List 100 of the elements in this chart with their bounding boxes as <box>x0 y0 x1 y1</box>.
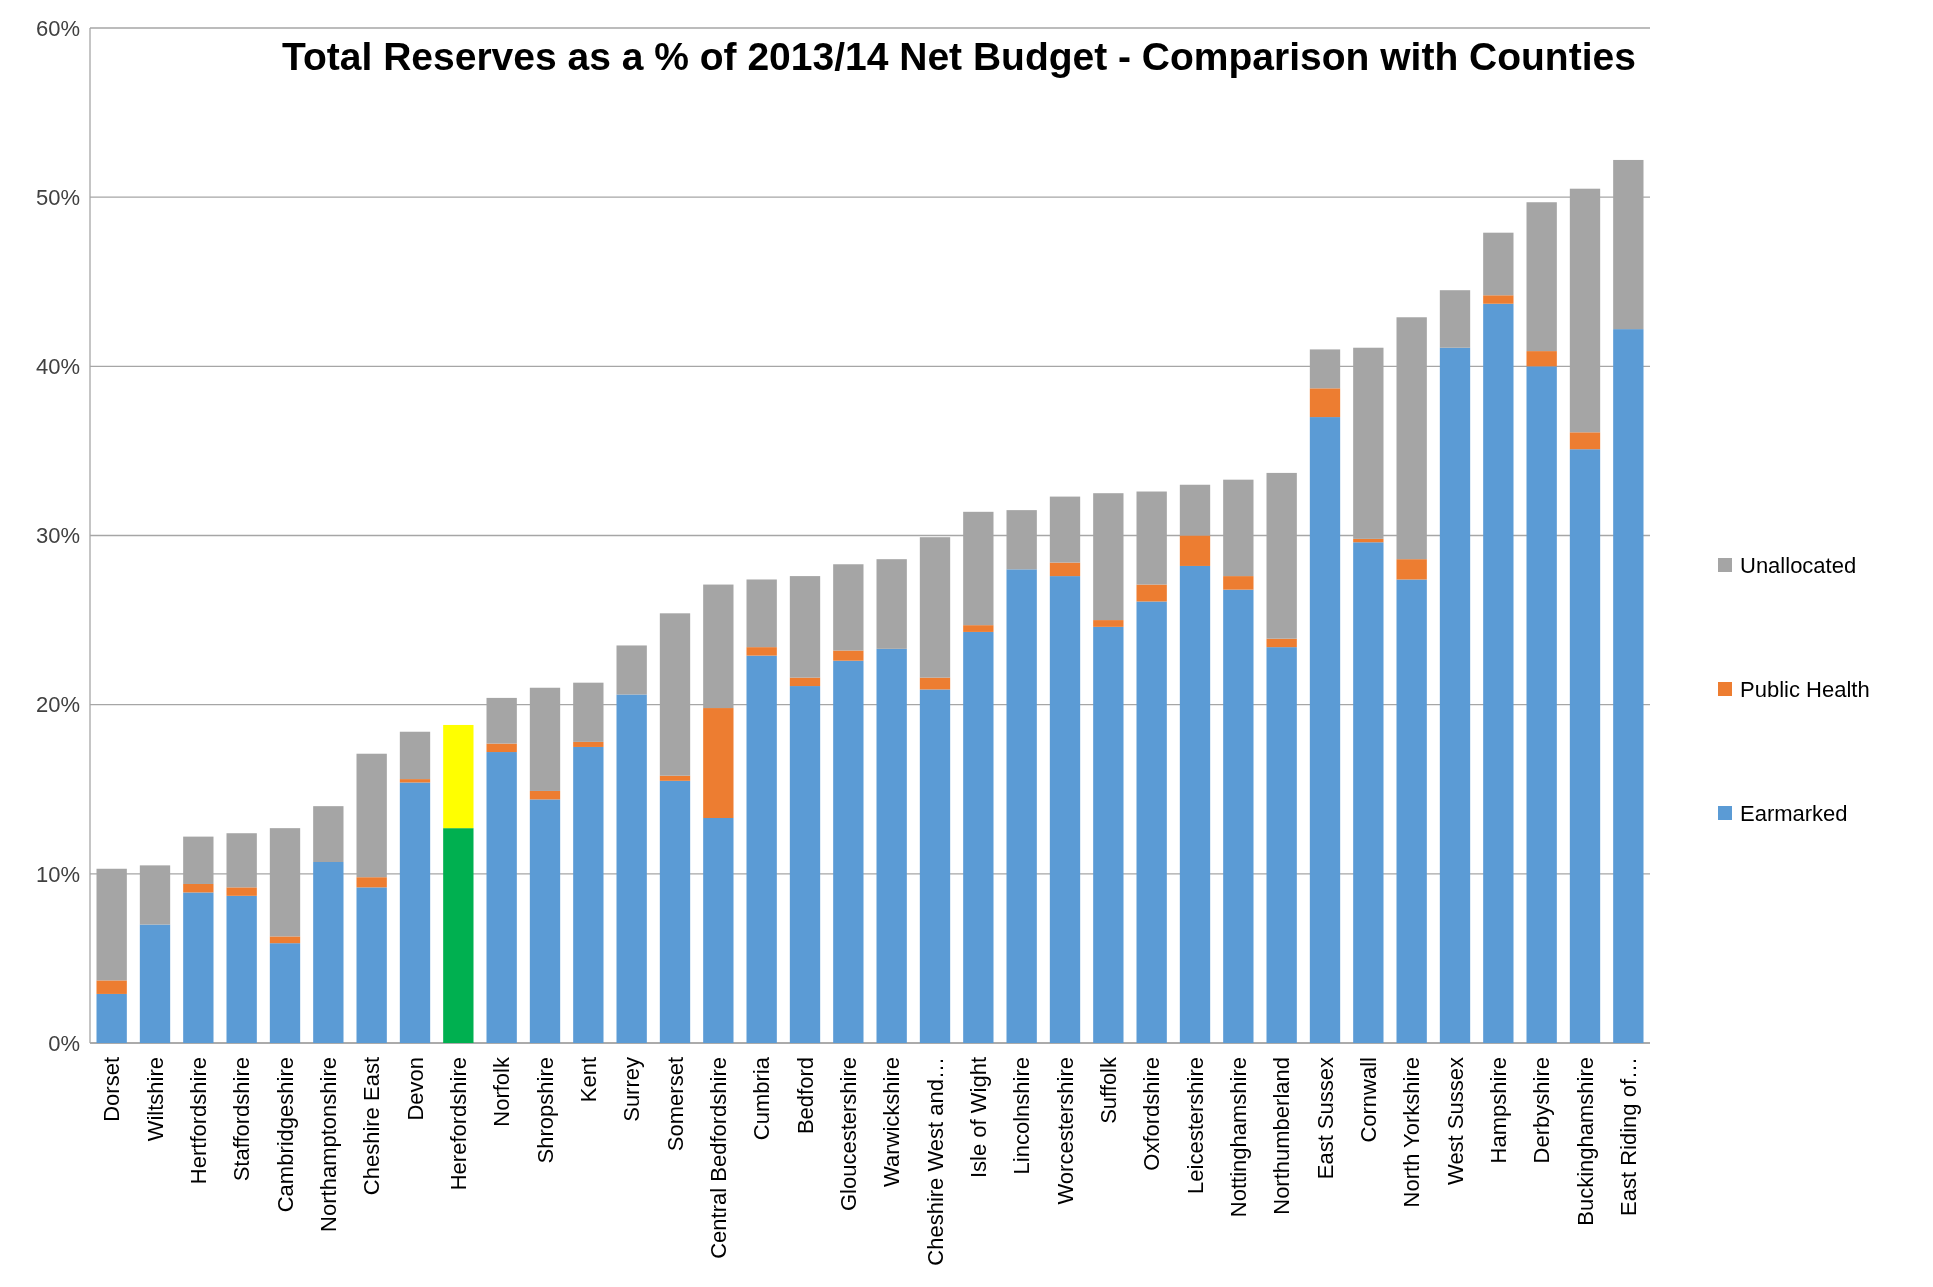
bar <box>1049 576 1081 1043</box>
bar <box>1223 589 1254 1043</box>
bar <box>703 708 734 819</box>
bar <box>1613 329 1644 1043</box>
bar <box>1396 559 1427 580</box>
bar <box>1136 584 1167 602</box>
bar <box>313 861 344 1043</box>
bar <box>1309 417 1341 1043</box>
bar <box>1569 432 1601 450</box>
bar <box>1179 535 1211 566</box>
bar <box>1439 290 1471 348</box>
y-tick-label: 30% <box>35 523 80 549</box>
bar <box>963 625 994 632</box>
legend-label: Public Health <box>1740 676 1870 702</box>
x-tick-label: Northumberland <box>1269 1057 1295 1215</box>
bar <box>1266 647 1297 1043</box>
bar <box>96 993 127 1043</box>
bar <box>659 780 691 1043</box>
x-tick-label: East Riding of… <box>1616 1057 1642 1216</box>
x-tick-label: Derbyshire <box>1529 1057 1555 1164</box>
x-tick-label: Warwickshire <box>879 1057 905 1187</box>
bar <box>443 828 474 1043</box>
bar <box>833 650 864 661</box>
y-tick-label: 60% <box>35 15 80 41</box>
bar <box>876 648 907 1043</box>
x-tick-label: Dorset <box>99 1057 125 1122</box>
x-tick-label: Cambridgeshire <box>272 1057 298 1213</box>
bar <box>703 818 734 1043</box>
y-tick-label: 50% <box>35 184 80 210</box>
bar <box>313 806 344 862</box>
x-tick-label: Herefordshire <box>446 1057 472 1191</box>
bar <box>1266 638 1297 648</box>
bar <box>1093 620 1124 627</box>
x-tick-label: Surrey <box>619 1057 645 1122</box>
x-tick-label: Buckinghamshire <box>1572 1057 1598 1226</box>
bar <box>919 677 951 690</box>
bar <box>746 647 777 656</box>
bar <box>1353 542 1384 1043</box>
bar <box>486 743 517 753</box>
x-tick-label: Hampshire <box>1486 1057 1512 1164</box>
x-tick-label: Hertfordshire <box>186 1057 212 1185</box>
bar <box>789 677 821 687</box>
x-tick-label: Oxfordshire <box>1139 1057 1165 1171</box>
x-tick-label: Devon <box>402 1057 428 1121</box>
bar <box>616 645 647 695</box>
bar <box>269 943 301 1043</box>
bar <box>96 980 127 994</box>
x-tick-label: Kent <box>576 1057 602 1103</box>
legend-label: Earmarked <box>1740 800 1848 826</box>
chart-title: Total Reserves as a % of 2013/14 Net Budget - Comparison with Counties <box>282 35 1636 78</box>
bar <box>356 887 387 1043</box>
bar <box>746 655 777 1043</box>
bar <box>1483 303 1514 1043</box>
y-tick-label: 0% <box>48 1030 80 1056</box>
bar <box>833 564 864 651</box>
bar <box>1093 626 1124 1043</box>
bar <box>1483 295 1514 304</box>
x-tick-label: Cheshire West and… <box>922 1057 948 1266</box>
x-tick-label: Cheshire East <box>359 1057 385 1196</box>
bar <box>183 892 214 1043</box>
bar <box>1526 351 1557 367</box>
bar <box>269 936 301 944</box>
y-tick-label: 40% <box>35 354 80 380</box>
bar <box>1353 538 1384 543</box>
x-tick-label: Shropshire <box>532 1057 558 1164</box>
x-tick-label: Staffordshire <box>229 1057 255 1182</box>
x-tick-label: East Sussex <box>1312 1057 1338 1180</box>
x-tick-label: Gloucestershire <box>836 1057 862 1212</box>
bar <box>789 686 821 1043</box>
bar <box>486 752 517 1043</box>
bar <box>1569 449 1601 1043</box>
x-tick-label: Somerset <box>662 1057 688 1152</box>
x-tick-label: Northamptonshire <box>316 1057 342 1232</box>
bar <box>746 579 777 648</box>
x-tick-label: Cornwall <box>1356 1057 1382 1143</box>
y-tick-label: 10% <box>35 861 80 887</box>
bar <box>1526 366 1557 1043</box>
x-tick-label: Worcestershire <box>1052 1057 1078 1205</box>
bar <box>1396 579 1427 1043</box>
bar <box>356 877 387 888</box>
x-tick-label: West Sussex <box>1442 1057 1468 1185</box>
bar <box>183 883 214 893</box>
bar <box>139 924 171 1043</box>
bar <box>1309 388 1341 418</box>
x-tick-label: Central Bedfordshire <box>706 1057 732 1259</box>
bar <box>876 559 907 649</box>
x-tick-label: Wiltshire <box>142 1057 168 1142</box>
bar <box>226 887 257 896</box>
bar <box>399 782 431 1043</box>
bar <box>919 689 951 1043</box>
x-tick-label: Nottinghamshire <box>1226 1057 1252 1218</box>
bar <box>1439 347 1471 1043</box>
bar <box>963 631 994 1043</box>
bar <box>1223 576 1254 590</box>
bar <box>529 790 561 800</box>
x-tick-label: Isle of Wight <box>966 1057 992 1179</box>
bar <box>789 576 821 678</box>
x-tick-label: Norfolk <box>489 1056 515 1127</box>
bar <box>399 731 431 780</box>
x-tick-label: Bedford <box>792 1057 818 1135</box>
